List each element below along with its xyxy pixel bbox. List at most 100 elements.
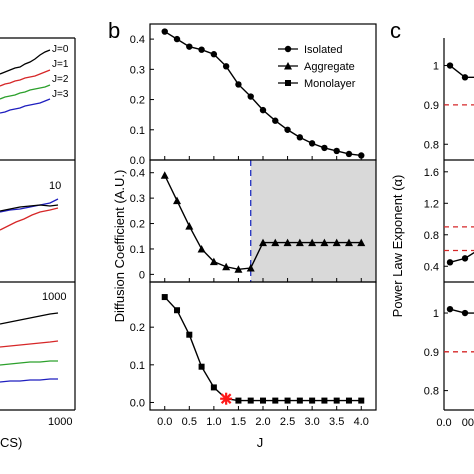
series-line-monolayer (164, 296, 362, 402)
x-tick-label: 1.5 (231, 416, 246, 428)
x-tick-label: 3.5 (329, 416, 344, 428)
x-tick-label: 4.0 (354, 416, 369, 428)
data-point (358, 152, 365, 159)
x-tick-label: 0.5 (182, 416, 197, 428)
y-tick-label: 0.8 (424, 230, 439, 242)
y-tick-label: 0.4 (130, 168, 145, 180)
data-point (234, 265, 243, 273)
data-point (308, 140, 316, 147)
panel-c-letter: c (390, 18, 401, 43)
panel-a-middle-curve-black (0, 204, 59, 212)
y-tick-label: 0.1 (130, 360, 145, 372)
y-tick-label: 0.9 (424, 347, 439, 359)
panel-c-top-subplot: 0.8 0.9 1 (424, 38, 474, 161)
panel-a-bottom-label: 1000 (42, 291, 66, 303)
data-point (296, 397, 303, 404)
y-tick-label: 0.1 (130, 244, 145, 256)
data-point (247, 397, 254, 404)
data-point (461, 309, 469, 317)
data-point (246, 264, 255, 272)
legend-j2: J=2 (52, 74, 69, 85)
data-point (173, 35, 181, 43)
data-point (295, 238, 304, 247)
legend-j3: J=3 (52, 89, 69, 100)
data-point (446, 62, 454, 69)
y-tick-label: 0.3 (130, 64, 145, 76)
panel-a-middle-curve-blue (0, 198, 59, 213)
data-point (161, 28, 168, 35)
panel-a-middle-label: 10 (49, 180, 61, 192)
data-point (260, 397, 266, 404)
panel-a-bottom-curve-black (0, 312, 59, 325)
panel-a-top-curve-j1 (0, 69, 51, 87)
star-ray (220, 393, 232, 404)
data-point (271, 238, 280, 247)
subplot-frame (149, 281, 377, 411)
panel-a-top-curve-j2 (0, 84, 51, 100)
y-tick-label: 0.8 (424, 139, 439, 151)
data-point (272, 397, 279, 404)
y-tick-label: 0.1 (130, 125, 145, 137)
panel-a-bottom-curve-green (0, 360, 58, 366)
panel-a-x-tick: 1000 (48, 416, 72, 428)
data-point (209, 257, 218, 266)
data-point (222, 63, 230, 70)
y-tick-label: 1.2 (424, 198, 439, 210)
panel-b-top-subplot: 0.0 0.1 0.2 0.3 0.4 (130, 23, 377, 167)
panel-c-bottom-subplot: 0.8 0.9 1 (424, 282, 474, 411)
data-point (160, 171, 169, 179)
x-tick-label: 2.5 (280, 416, 295, 428)
data-point (446, 259, 454, 266)
legend-j1: J=1 (52, 59, 69, 70)
data-point (174, 307, 181, 314)
legend-label-aggregate: Aggregate (304, 61, 355, 73)
panel-a-middle-curve-red (0, 207, 59, 231)
data-point (461, 74, 469, 81)
y-tick-label: 0.4 (424, 261, 439, 273)
panel-b: b Diffusion Coefficient (A.U.) J 0.00.10… (108, 18, 377, 450)
data-point (333, 397, 340, 404)
data-point (186, 331, 193, 338)
y-tick-label: 0.0 (130, 397, 145, 409)
legend-marker-aggregate (284, 62, 292, 70)
y-tick-label: 0.8 (424, 386, 439, 398)
y-tick-label: 0.2 (130, 219, 145, 231)
panel-c-x-tick-0: 0.0 (436, 417, 451, 429)
panel-a-bottom-curve-blue (0, 378, 58, 383)
data-point (358, 397, 365, 404)
y-tick-label: 0 (139, 269, 145, 281)
data-point (198, 46, 205, 53)
x-tick-label: 3.0 (304, 416, 319, 428)
series-line (449, 64, 474, 79)
panel-b-x-label: J (257, 435, 264, 450)
legend-label-monolayer: Monolayer (304, 78, 356, 90)
data-point (344, 238, 353, 247)
panel-a-bottom-curve-red (0, 340, 59, 348)
panel-a-top-curve-j3 (0, 98, 51, 114)
panel-b-middle-subplot: 0 0.1 0.2 0.3 0.4 (130, 159, 377, 283)
data-point (461, 255, 469, 262)
data-point (320, 238, 329, 247)
data-point (222, 262, 231, 271)
data-point (197, 244, 206, 253)
panel-a-top-curve-j0 (0, 49, 51, 75)
shaded-region (250, 160, 376, 282)
panel-a: J=0 J=1 J=2 J=3 10 1000 1000 CS) (0, 37, 76, 450)
legend-j0: J=0 (52, 44, 69, 55)
data-point (321, 144, 328, 152)
y-tick-label: 0.2 (130, 322, 145, 334)
data-point (345, 150, 353, 158)
data-point (284, 397, 291, 404)
data-point (345, 397, 352, 404)
data-point (235, 397, 242, 404)
panel-b-letter: b (108, 18, 120, 43)
y-tick-label: 0.3 (130, 193, 145, 205)
data-point (173, 196, 182, 205)
data-point (198, 363, 205, 370)
data-point (272, 117, 279, 124)
x-tick-label: 0.0 (157, 416, 172, 428)
data-point (446, 305, 454, 313)
x-tick-label: 2.0 (255, 416, 270, 428)
data-point (296, 134, 304, 141)
panel-b-y-label: Diffusion Coefficient (A.U.) (112, 170, 127, 323)
